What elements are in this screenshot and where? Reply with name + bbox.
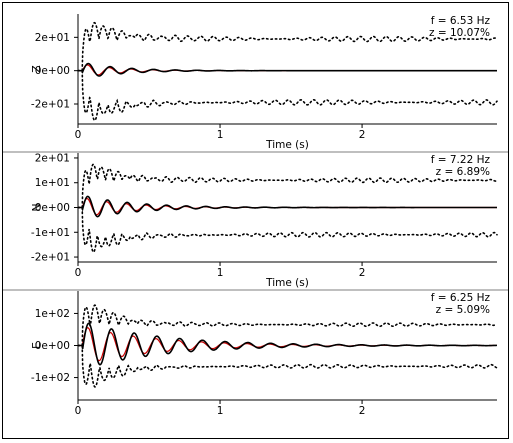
x-tick-label: 1: [217, 129, 224, 141]
x-tick-label: 1: [217, 267, 224, 279]
lower-envelope-curve: [77, 206, 498, 254]
x-tick-label: 2: [359, 129, 366, 141]
fit-curve: [78, 327, 497, 362]
upper-envelope-curve: [77, 21, 498, 72]
y-tick-label: 1e+02: [35, 308, 70, 320]
x-tick-label: 0: [75, 267, 82, 279]
lower-envelope-curve: [77, 344, 498, 388]
record-curve: [78, 62, 497, 77]
x-axis-label: Time (s): [265, 277, 309, 289]
x-tick-label: 2: [359, 405, 366, 417]
y-tick-label: 0e+00: [35, 340, 70, 352]
panel-Z: [74, 14, 498, 128]
damping-annotation: z = 6.89%: [436, 166, 490, 178]
y-tick-label: -2e+01: [31, 99, 70, 111]
x-axis-label: Time (s): [265, 139, 309, 151]
frequency-annotation: f = 6.25 Hz: [431, 292, 491, 304]
panel-E: [74, 291, 498, 404]
panel-N: [74, 153, 498, 266]
x-tick-label: 2: [359, 267, 366, 279]
record-curve: [78, 195, 497, 218]
x-tick-label: 1: [217, 405, 224, 417]
frequency-annotation: f = 7.22 Hz: [431, 154, 491, 166]
y-tick-label: -2e+01: [31, 252, 70, 264]
y-tick-label: -1e+01: [31, 227, 70, 239]
y-tick-label: 1e+01: [35, 177, 70, 189]
y-tick-label: 2e+01: [35, 32, 70, 44]
y-axis-label: E: [30, 342, 43, 349]
upper-envelope-curve: [77, 163, 498, 209]
lower-envelope-curve: [77, 69, 498, 122]
x-tick-label: 0: [75, 405, 82, 417]
frequency-annotation: f = 6.53 Hz: [431, 15, 491, 27]
y-axis-label: N: [30, 203, 43, 211]
y-tick-label: 2e+01: [35, 152, 70, 164]
y-tick-label: -1e+02: [31, 372, 70, 384]
y-axis-label: Z: [30, 65, 43, 73]
damping-annotation: z = 5.09%: [436, 304, 490, 316]
y-tick-label: 0e+00: [35, 202, 70, 214]
y-tick-label: 0e+00: [35, 65, 70, 77]
damping-annotation: z = 10.07%: [429, 27, 490, 39]
record-curve: [78, 322, 497, 366]
x-tick-label: 0: [75, 129, 82, 141]
upper-envelope-curve: [77, 304, 498, 347]
